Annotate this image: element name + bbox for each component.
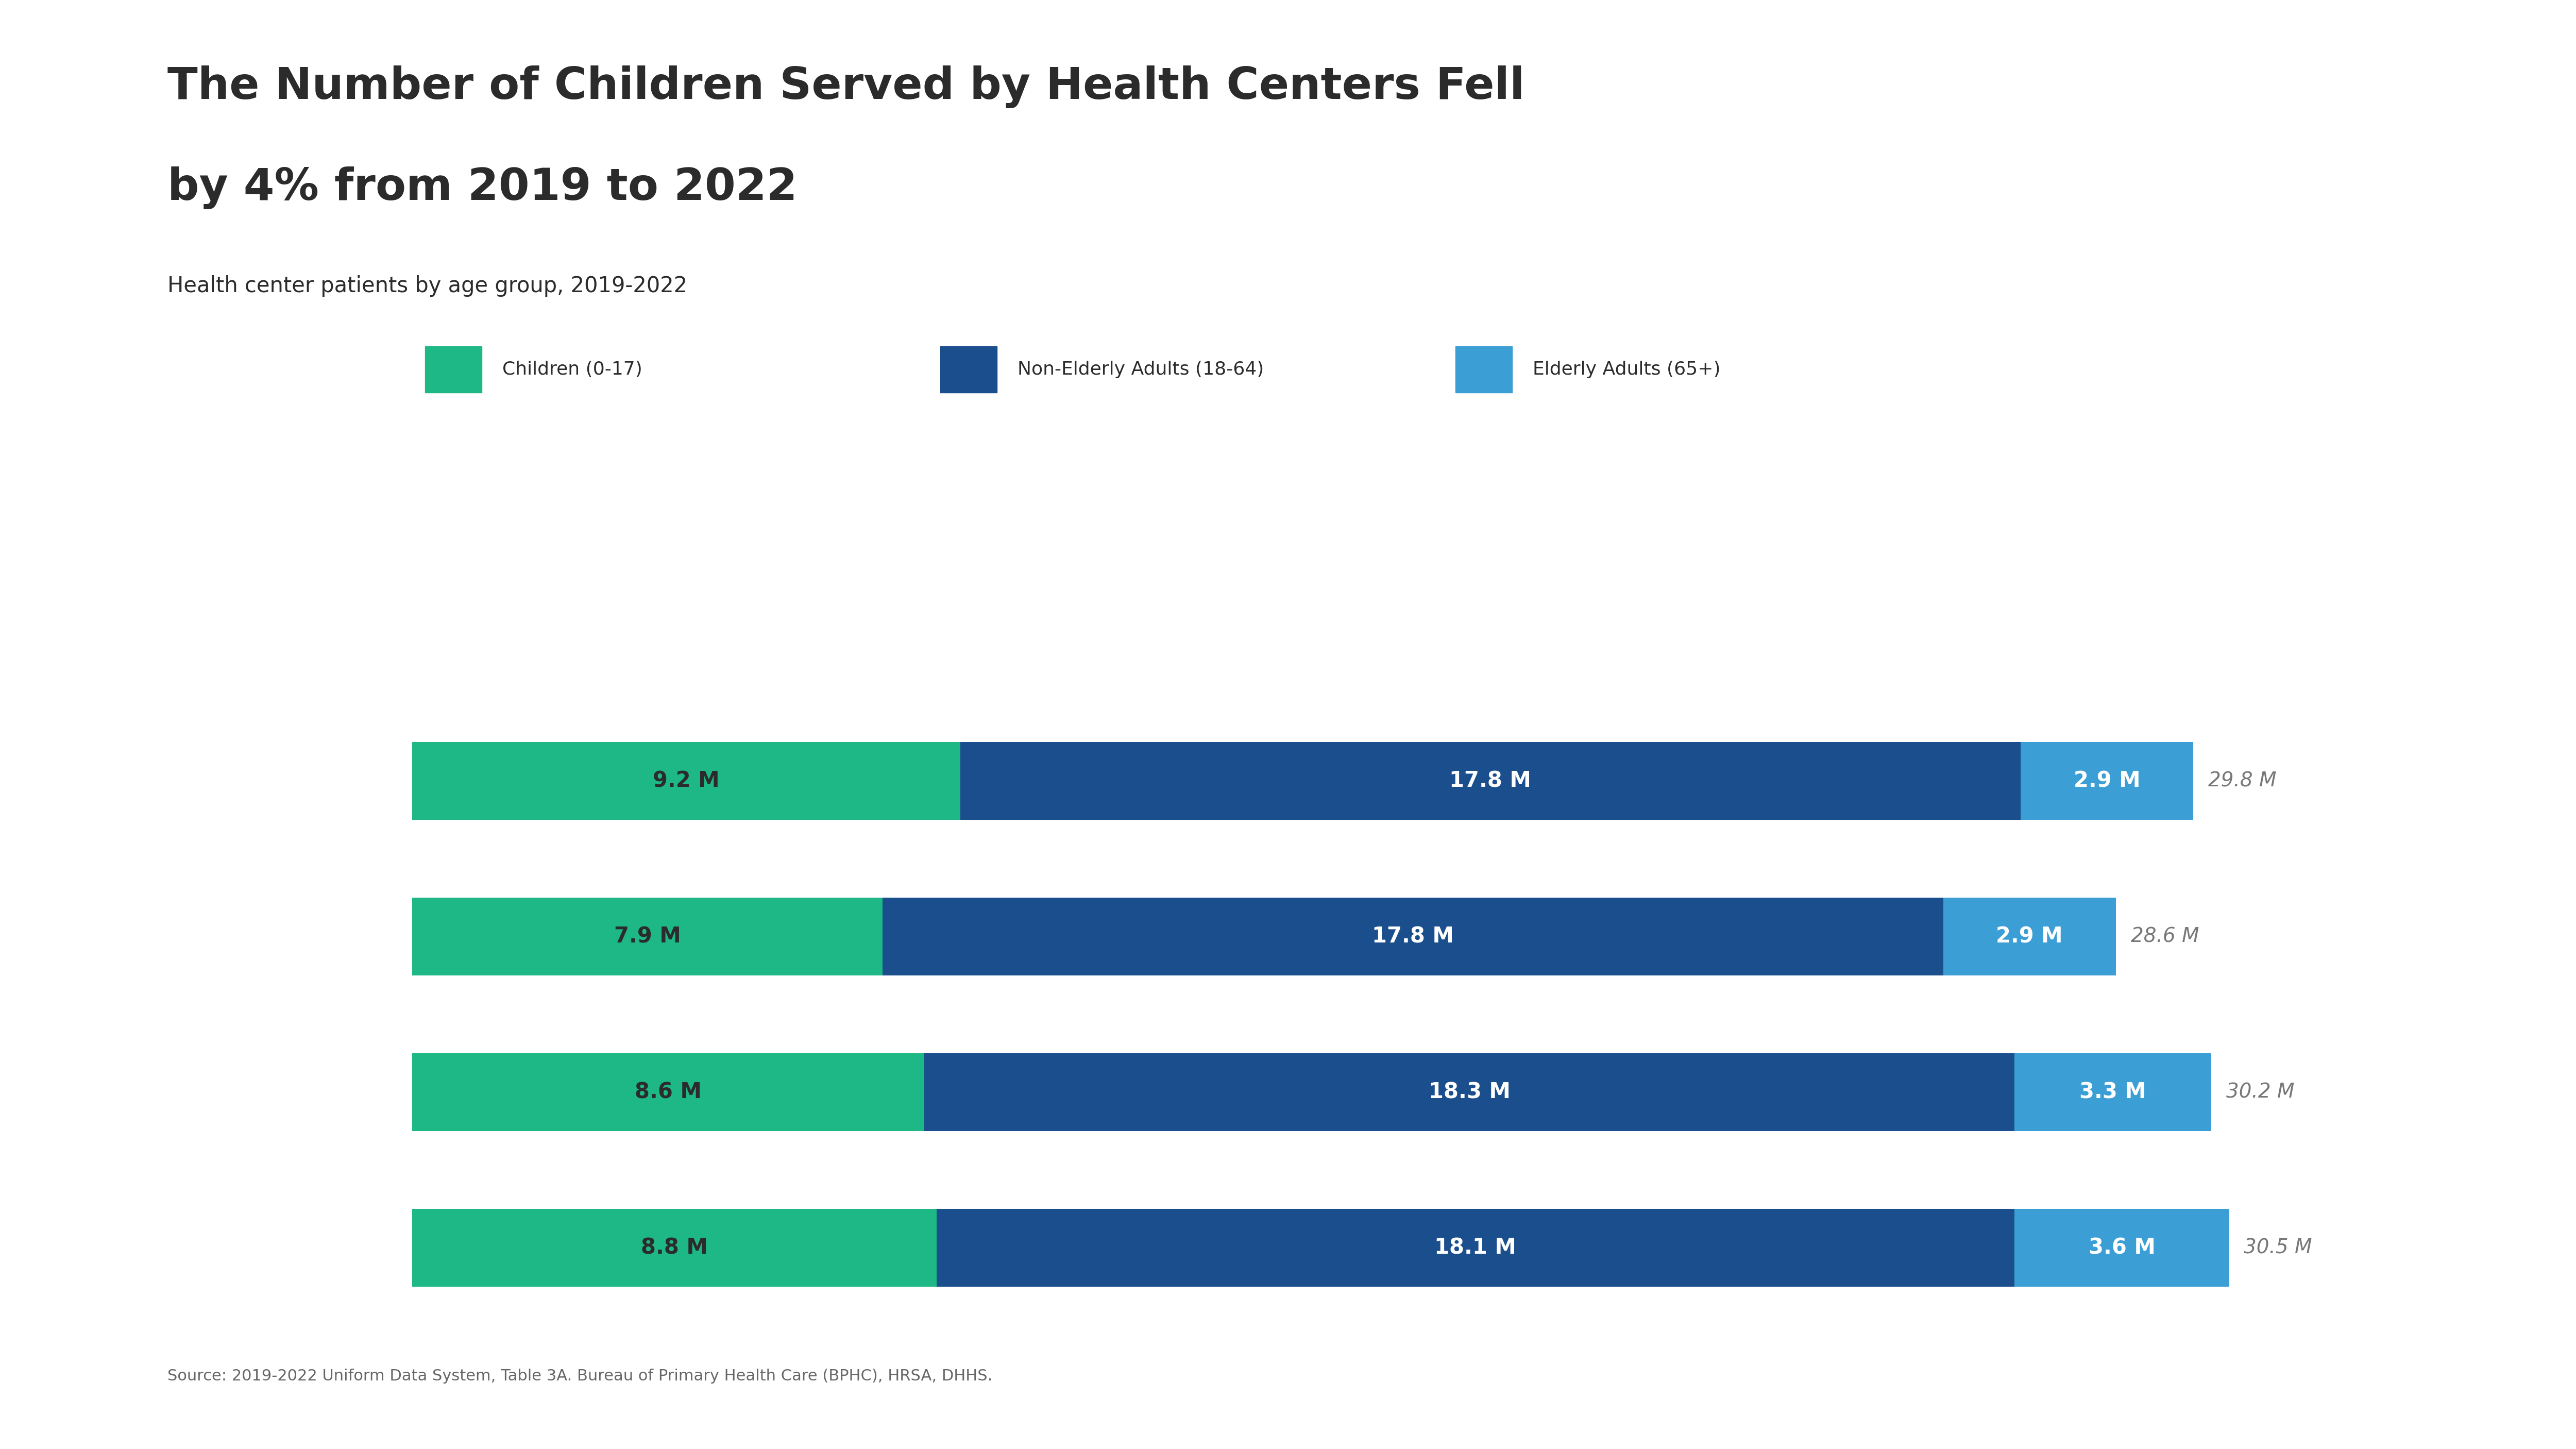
- Bar: [925, 1053, 2014, 1130]
- Text: 30.2 M: 30.2 M: [2226, 1082, 2295, 1101]
- Text: 9.2 M: 9.2 M: [652, 771, 719, 791]
- Bar: [412, 898, 884, 975]
- Text: 7.9 M: 7.9 M: [613, 926, 680, 948]
- Text: Elderly Adults (65+): Elderly Adults (65+): [1533, 361, 1721, 378]
- Text: 18.1 M: 18.1 M: [1435, 1237, 1517, 1258]
- Text: 29.8 M: 29.8 M: [2208, 771, 2277, 791]
- Bar: [961, 742, 2020, 820]
- Bar: [412, 742, 961, 820]
- Text: 17.8 M: 17.8 M: [1450, 771, 1530, 791]
- Text: 17.8 M: 17.8 M: [1373, 926, 1453, 948]
- Text: The Number of Children Served by Health Centers Fell: The Number of Children Served by Health …: [167, 65, 1525, 109]
- Bar: [412, 1053, 925, 1130]
- Text: 28.6 M: 28.6 M: [2130, 927, 2200, 946]
- Bar: [2020, 742, 2192, 820]
- Bar: [938, 1208, 2014, 1287]
- Text: 3.6 M: 3.6 M: [2089, 1237, 2156, 1258]
- Text: 2.9 M: 2.9 M: [2074, 771, 2141, 791]
- Text: 8.8 M: 8.8 M: [641, 1237, 708, 1258]
- Text: 2.9 M: 2.9 M: [1996, 926, 2063, 948]
- Text: Non-Elderly Adults (18-64): Non-Elderly Adults (18-64): [1018, 361, 1265, 378]
- Text: 18.3 M: 18.3 M: [1430, 1081, 1510, 1103]
- Bar: [1942, 898, 2115, 975]
- Bar: [412, 1208, 938, 1287]
- Text: Health center patients by age group, 2019-2022: Health center patients by age group, 201…: [167, 275, 688, 297]
- Text: Children (0-17): Children (0-17): [502, 361, 641, 378]
- Text: Source: 2019-2022 Uniform Data System, Table 3A. Bureau of Primary Health Care (: Source: 2019-2022 Uniform Data System, T…: [167, 1369, 992, 1384]
- Text: 3.3 M: 3.3 M: [2079, 1081, 2146, 1103]
- Bar: [2014, 1053, 2210, 1130]
- Bar: [2014, 1208, 2228, 1287]
- Bar: [884, 898, 1942, 975]
- Text: by 4% from 2019 to 2022: by 4% from 2019 to 2022: [167, 167, 799, 210]
- Text: 8.6 M: 8.6 M: [634, 1081, 701, 1103]
- Text: 30.5 M: 30.5 M: [2244, 1237, 2313, 1258]
